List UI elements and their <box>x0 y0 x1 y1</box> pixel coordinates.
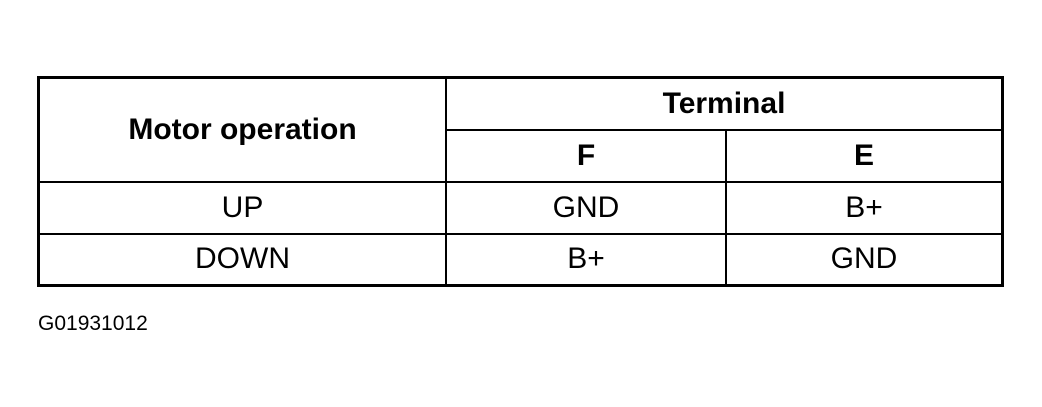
header-subrow: F E <box>39 128 1004 183</box>
header-f: F <box>445 128 727 183</box>
table-row: DOWN B+ GND <box>37 232 1004 287</box>
cell-f: B+ <box>445 232 727 287</box>
header-terminal: Terminal <box>445 76 1004 131</box>
header-e: E <box>725 128 1004 183</box>
header-motor-operation: Motor operation <box>37 76 447 183</box>
cell-e: GND <box>725 232 1004 287</box>
figure-id: G01931012 <box>38 312 148 335</box>
cell-operation: DOWN <box>37 232 447 287</box>
cell-operation: UP <box>37 180 447 235</box>
cell-e: B+ <box>725 180 1004 235</box>
cell-f: GND <box>445 180 727 235</box>
terminal-table: Motor operation Terminal F E UP GND B+ D… <box>37 76 1004 287</box>
table-row: UP GND B+ <box>37 180 1004 235</box>
header-row: Motor operation Terminal <box>37 76 1004 183</box>
